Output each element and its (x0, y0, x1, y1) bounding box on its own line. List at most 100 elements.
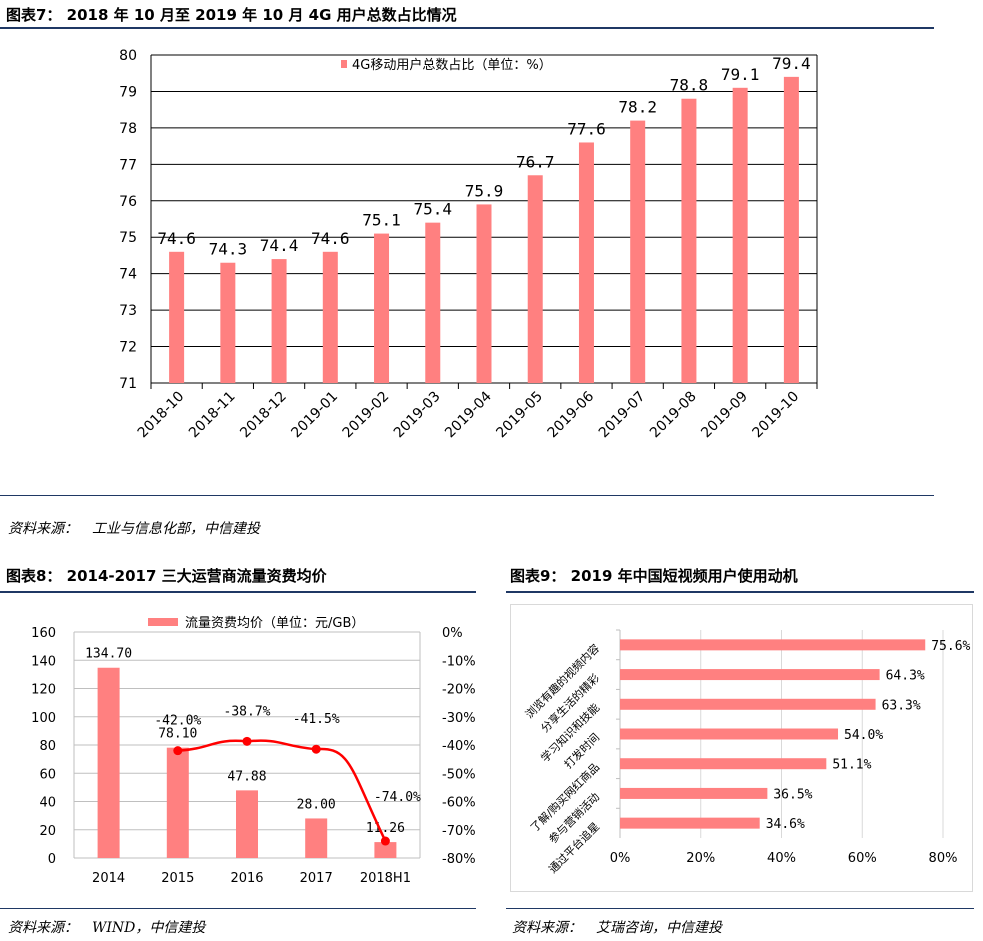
x-tick-label: 80% (929, 851, 958, 866)
y-right-tick-label: -60% (442, 796, 476, 811)
data-label: 77.6 (567, 119, 606, 138)
bar (681, 98, 697, 383)
fig8-bottom-rule (0, 908, 476, 909)
line-point (311, 744, 321, 754)
data-label: 75.4 (414, 200, 453, 219)
line-point (173, 746, 183, 756)
y-tick-label: 71 (119, 376, 137, 392)
y-left-tick-label: 160 (31, 626, 56, 641)
bar (305, 818, 328, 858)
fig8-source: 资料来源： WIND，中信建投 (8, 920, 206, 936)
fig9-bottom-rule (506, 908, 974, 909)
fig9-title-rule (506, 591, 974, 593)
legend-label: 4G移动用户总数占比（单位：%） (352, 57, 552, 73)
fig7-title: 图表7： 2018 年 10 月至 2019 年 10 月 4G 用户总数占比情… (6, 6, 457, 24)
x-tick-label: 20% (686, 851, 715, 866)
bar (578, 142, 594, 383)
line-point (242, 736, 252, 746)
y-left-tick-label: 40 (39, 796, 56, 811)
y-left-tick-label: 0 (48, 852, 56, 867)
bar (527, 175, 543, 383)
legend-swatch (341, 60, 347, 68)
change-line (177, 739, 387, 842)
bar-data-label: 78.10 (158, 727, 197, 742)
y-tick-label: 77 (119, 157, 137, 173)
bar (620, 758, 827, 770)
bar (620, 698, 876, 710)
bar-data-label: 134.70 (85, 647, 132, 662)
data-label: 34.6% (766, 817, 805, 832)
data-label: 79.4 (772, 54, 811, 73)
bar (620, 787, 768, 799)
y-tick-label: 72 (119, 340, 137, 356)
data-label: 51.1% (832, 758, 871, 773)
fig9-chart-frame (510, 604, 973, 892)
fig8-title: 图表8： 2014-2017 三大运营商流量资费均价 (6, 567, 327, 585)
x-tick-label: 2014 (92, 871, 125, 886)
y-right-tick-label: -50% (442, 767, 476, 782)
y-tick-label: 80 (119, 48, 137, 64)
fig7-source: 资料来源： 工业与信息化部，中信建投 (8, 521, 260, 537)
y-left-tick-label: 60 (39, 767, 56, 782)
bar (620, 669, 880, 681)
data-label: 78.8 (670, 76, 709, 95)
data-label: 75.9 (465, 181, 504, 200)
y-right-tick-label: -70% (442, 824, 476, 839)
data-label: 75.6% (931, 639, 970, 654)
bar (271, 259, 287, 383)
y-tick-label: 76 (119, 194, 137, 210)
bar-data-label: 47.88 (227, 769, 266, 784)
bar (732, 87, 748, 384)
data-label: 75.1 (362, 211, 401, 230)
fig9-title: 图表9： 2019 年中国短视频用户使用动机 (510, 567, 798, 585)
data-label: 78.2 (618, 98, 657, 117)
fig7-title-rule (0, 27, 934, 29)
x-tick-label: 40% (767, 851, 796, 866)
y-right-tick-label: -40% (442, 739, 476, 754)
y-left-tick-label: 140 (31, 654, 56, 669)
data-label: 54.0% (844, 728, 883, 743)
bar (236, 790, 258, 858)
bar (620, 817, 760, 829)
y-tick-label: 78 (119, 121, 137, 137)
data-label: 79.1 (721, 65, 760, 84)
bar (97, 667, 120, 858)
fig8-title-rule (0, 591, 476, 593)
y-left-tick-label: 20 (39, 824, 56, 839)
data-label: 64.3% (886, 669, 925, 684)
y-left-tick-label: 80 (39, 739, 56, 754)
y-right-tick-label: -10% (442, 654, 476, 669)
line-data-label: -38.7% (224, 704, 271, 719)
y-right-tick-label: -80% (442, 852, 476, 867)
bar (783, 76, 799, 383)
y-tick-label: 79 (119, 84, 137, 100)
x-tick-label: 2018H1 (360, 871, 411, 886)
bar (374, 233, 390, 383)
x-tick-label: 2015 (161, 871, 194, 886)
bar (425, 222, 441, 383)
line-data-label: -74.0% (374, 790, 421, 805)
bar-data-label: 28.00 (297, 797, 336, 812)
fig9-chart: 0% 20% 40% 60% 80%75.6%浏览有趣的视频内容 64.3%分享生活的精彩… (522, 629, 971, 876)
y-left-tick-label: 100 (31, 711, 56, 726)
y-right-tick-label: -20% (442, 683, 476, 698)
fig9-source: 资料来源： 艾瑞咨询，中信建投 (512, 920, 722, 936)
bar-data-label: 11.26 (366, 821, 405, 836)
line-data-label: -41.5% (293, 712, 340, 727)
y-right-tick-label: -30% (442, 711, 476, 726)
data-label: 74.3 (209, 240, 248, 259)
y-tick-label: 73 (119, 303, 137, 319)
bar (476, 204, 492, 383)
fig8-chart: 0 20 40 60 80 100 120 140 160 0% -10% -20% -30% -40% -… (31, 616, 476, 886)
data-label: 36.5% (773, 787, 812, 802)
data-label: 74.6 (157, 229, 196, 248)
fig7-chart: 7172737475767778798074.62018-1074.32018-… (119, 48, 818, 441)
bar (374, 842, 397, 858)
data-label: 76.7 (516, 152, 555, 171)
y-tick-label: 74 (119, 267, 137, 283)
bar (166, 747, 189, 858)
data-label: 74.6 (311, 229, 350, 248)
bar (220, 262, 236, 383)
bar (630, 120, 646, 383)
x-tick-label: 0% (610, 851, 631, 866)
